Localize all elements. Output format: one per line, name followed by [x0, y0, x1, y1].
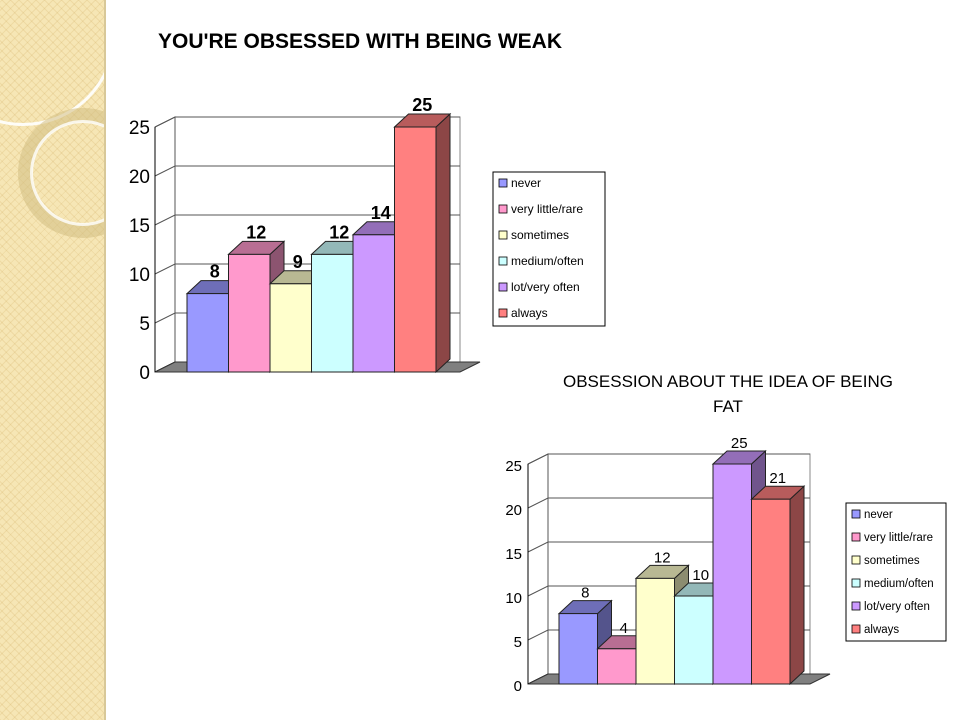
legend-label: very little/rare: [864, 532, 933, 544]
data-label: 8: [210, 262, 220, 282]
legend-item: always: [851, 624, 899, 636]
data-label: 21: [769, 470, 786, 487]
y-tick-label: 20: [505, 502, 522, 519]
data-label: 4: [620, 620, 628, 637]
legend-item: lot/very often: [498, 280, 580, 294]
data-label: 12: [654, 549, 671, 566]
decorative-sidebar: [0, 0, 106, 720]
legend-item: never: [498, 176, 541, 190]
y-tick-label: 10: [129, 265, 150, 286]
legend-swatch: [498, 204, 508, 214]
y-tick-label: 0: [514, 678, 522, 695]
data-label: 25: [731, 435, 748, 452]
bar-6: [393, 112, 452, 374]
y-tick-label: 20: [129, 167, 150, 188]
legend-label: sometimes: [864, 555, 920, 567]
legend-item: never: [851, 509, 893, 521]
legend-label: sometimes: [511, 228, 569, 242]
legend-label: very little/rare: [511, 202, 583, 216]
legend-item: lot/very often: [851, 601, 930, 613]
y-tick-label: 15: [129, 216, 150, 237]
data-label: 25: [412, 95, 432, 115]
legend-swatch: [851, 532, 861, 542]
chart-title: YOU'RE OBSESSED WITH BEING WEAK: [158, 30, 562, 53]
legend-label: never: [864, 509, 893, 521]
legend-item: always: [498, 306, 548, 320]
legend-swatch: [498, 308, 508, 318]
data-label: 12: [329, 222, 349, 242]
data-label: 9: [293, 252, 303, 272]
legend-label: medium/often: [511, 254, 584, 268]
legend-label: medium/often: [864, 578, 934, 590]
y-tick-label: 25: [505, 458, 522, 475]
y-tick-label: 5: [139, 314, 150, 335]
legend-item: medium/often: [498, 254, 584, 268]
legend-swatch: [851, 509, 861, 519]
legend-swatch: [498, 230, 508, 240]
y-tick-label: 10: [505, 590, 522, 607]
legend-label: lot/very often: [864, 601, 930, 613]
legend-swatch: [851, 578, 861, 588]
data-label: 10: [692, 567, 709, 584]
legend-item: sometimes: [498, 228, 569, 242]
legend-item: medium/often: [851, 578, 934, 590]
sidebar-divider: [104, 0, 106, 720]
y-tick-label: 0: [139, 363, 150, 384]
y-tick-label: 15: [505, 546, 522, 563]
y-tick-label: 25: [129, 118, 150, 139]
chart-title: FAT: [713, 397, 743, 416]
legend-swatch: [498, 282, 508, 292]
legend-swatch: [851, 601, 861, 611]
legend-swatch: [851, 555, 861, 565]
chart-side-wall: [527, 453, 549, 685]
legend-item: very little/rare: [851, 532, 933, 544]
legend-swatch: [851, 624, 861, 634]
legend-label: always: [864, 624, 899, 636]
legend-swatch: [498, 178, 508, 188]
legend-item: very little/rare: [498, 202, 583, 216]
legend-label: always: [511, 306, 548, 320]
y-tick-label: 5: [514, 634, 522, 651]
legend-label: never: [511, 176, 541, 190]
data-label: 14: [371, 203, 391, 223]
chart-title: OBSESSION ABOUT THE IDEA OF BEING: [563, 372, 893, 391]
legend-swatch: [498, 256, 508, 266]
legend-box: [845, 502, 947, 642]
legend-item: sometimes: [851, 555, 920, 567]
data-label: 8: [581, 585, 589, 602]
legend-label: lot/very often: [511, 280, 580, 294]
legend-box: [492, 171, 606, 327]
bar-6: [750, 485, 806, 686]
data-label: 12: [246, 222, 266, 242]
